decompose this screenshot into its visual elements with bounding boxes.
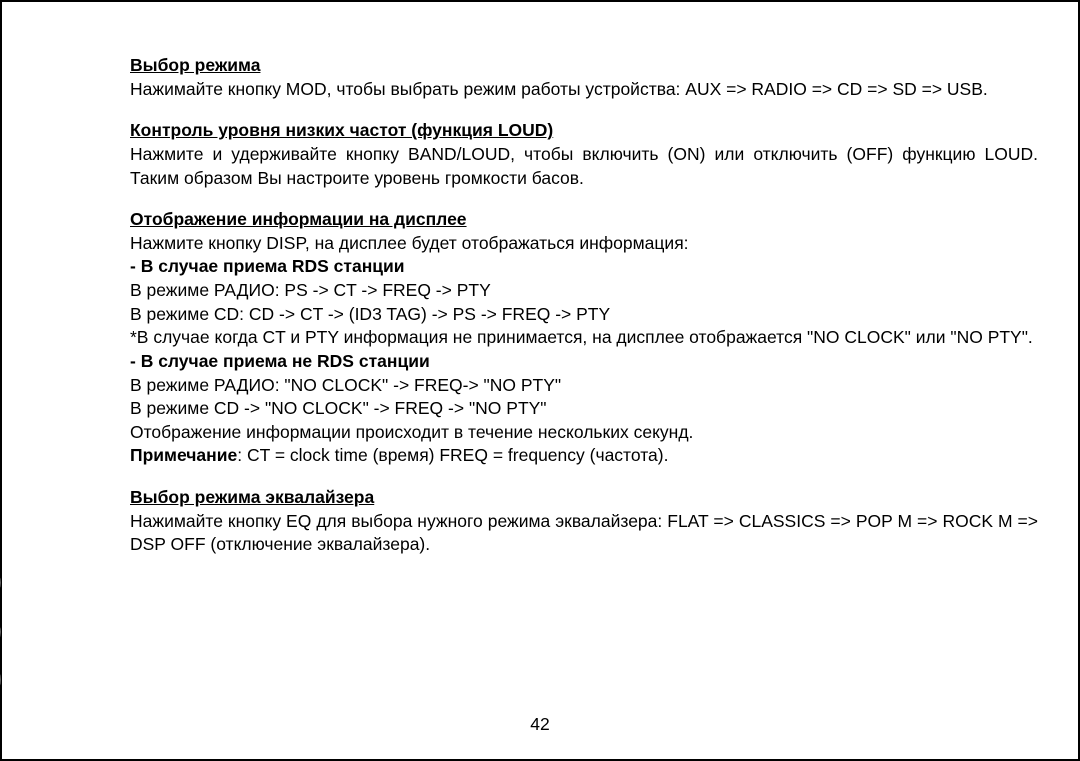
display-rds-case: - В случае приема RDS станции <box>130 255 1038 279</box>
brand-watermark: SOUNDMAX <box>0 313 14 699</box>
display-rds-note: *В случае когда CT и PTY информация не п… <box>130 326 1038 350</box>
body-eq: Нажимайте кнопку EQ для выбора нужного р… <box>130 510 1038 557</box>
body-mode-select: Нажимайте кнопку MOD, чтобы выбрать режи… <box>130 78 1038 102</box>
section-eq: Выбор режима эквалайзера Нажимайте кнопк… <box>130 486 1038 557</box>
page-number: 42 <box>2 714 1078 735</box>
display-nonrds-radio: В режиме РАДИО: "NO CLOCK" -> FREQ-> "NO… <box>130 374 1038 398</box>
note-rest: : CT = clock time (время) FREQ = frequen… <box>237 445 668 465</box>
heading-mode-select: Выбор режима <box>130 54 1038 78</box>
display-duration: Отображение информации происходит в тече… <box>130 421 1038 445</box>
heading-eq: Выбор режима эквалайзера <box>130 486 1038 510</box>
section-mode-select: Выбор режима Нажимайте кнопку MOD, чтобы… <box>130 54 1038 101</box>
heading-display-info: Отображение информации на дисплее <box>130 208 1038 232</box>
body-loud: Нажмите и удерживайте кнопку BAND/LOUD, … <box>130 143 1038 190</box>
page-content: Выбор режима Нажимайте кнопку MOD, чтобы… <box>130 54 1038 575</box>
section-loud: Контроль уровня низких частот (функция L… <box>130 119 1038 190</box>
display-nonrds-cd: В режиме CD -> "NO CLOCK" -> FREQ -> "NO… <box>130 397 1038 421</box>
display-nonrds-case: - В случае приема не RDS станции <box>130 350 1038 374</box>
display-rds-radio: В режиме РАДИО: PS -> CT -> FREQ -> PTY <box>130 279 1038 303</box>
display-line-intro: Нажмите кнопку DISP, на дисплее будет от… <box>130 232 1038 256</box>
manual-page: SOUNDMAX Выбор режима Нажимайте кнопку M… <box>0 0 1080 761</box>
display-rds-cd: В режиме CD: CD -> CT -> (ID3 TAG) -> PS… <box>130 303 1038 327</box>
display-note: Примечание: CT = clock time (время) FREQ… <box>130 444 1038 468</box>
note-label: Примечание <box>130 445 237 465</box>
heading-loud: Контроль уровня низких частот (функция L… <box>130 119 1038 143</box>
section-display-info: Отображение информации на дисплее Нажмит… <box>130 208 1038 468</box>
